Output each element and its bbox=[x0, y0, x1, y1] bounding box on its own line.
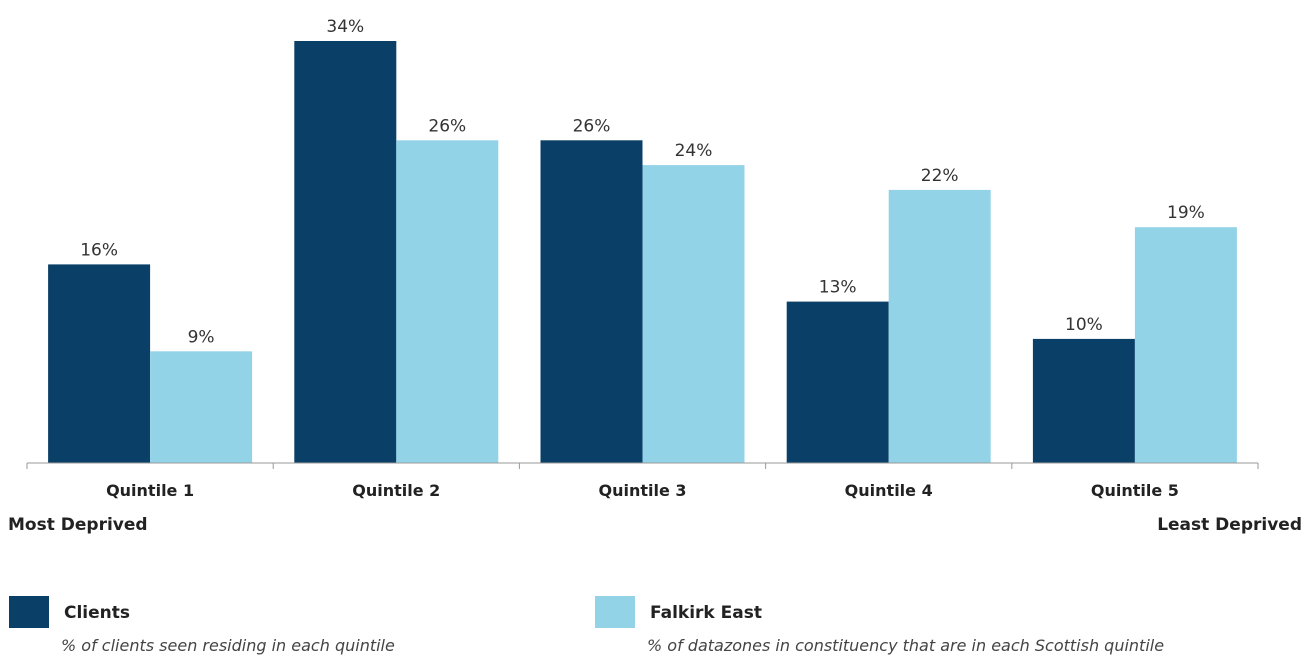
data-label-clients-quintile-4: 13% bbox=[819, 278, 857, 298]
legend-description-falkirk-east: % of datazones in constituency that are … bbox=[647, 636, 1165, 655]
data-label-falkirk-east-quintile-5: 19% bbox=[1167, 203, 1205, 223]
x-axis: Quintile 1 Quintile 2 Quintile 3 Quintile 4… bbox=[26, 462, 1259, 500]
bar-clients-quintile-5 bbox=[1032, 338, 1135, 463]
category-label-quintile-3: Quintile 3 bbox=[598, 481, 686, 500]
legend-swatch-falkirk-east bbox=[595, 596, 635, 628]
bar-falkirk-east-quintile-4 bbox=[888, 189, 991, 463]
least-deprived-label: Least Deprived bbox=[1157, 515, 1302, 535]
bar-chart: Quintile 1 Quintile 2 Quintile 3 Quintile 4… bbox=[26, 17, 1259, 500]
bar-clients-quintile-2 bbox=[294, 41, 397, 463]
data-label-clients-quintile-1: 16% bbox=[80, 240, 118, 260]
most-deprived-label: Most Deprived bbox=[8, 515, 148, 535]
bar-clients-quintile-1 bbox=[48, 264, 151, 463]
bar-falkirk-east-quintile-3 bbox=[642, 165, 745, 463]
data-label-clients-quintile-5: 10% bbox=[1065, 315, 1103, 335]
category-label-quintile-4: Quintile 4 bbox=[845, 481, 933, 500]
bars-layer bbox=[48, 41, 1237, 464]
data-label-clients-quintile-3: 26% bbox=[573, 116, 611, 136]
data-label-falkirk-east-quintile-3: 24% bbox=[675, 141, 713, 161]
bar-falkirk-east-quintile-5 bbox=[1134, 227, 1237, 463]
legend-description-clients: % of clients seen residing in each quint… bbox=[61, 636, 395, 655]
legend-swatch-clients bbox=[9, 596, 49, 628]
data-label-clients-quintile-2: 34% bbox=[326, 17, 364, 37]
data-label-falkirk-east-quintile-2: 26% bbox=[428, 116, 466, 136]
category-label-quintile-5: Quintile 5 bbox=[1091, 481, 1179, 500]
category-label-quintile-1: Quintile 1 bbox=[106, 481, 194, 500]
bar-clients-quintile-3 bbox=[540, 140, 643, 464]
data-label-falkirk-east-quintile-4: 22% bbox=[921, 166, 959, 186]
data-label-falkirk-east-quintile-1: 9% bbox=[188, 327, 215, 347]
bar-clients-quintile-4 bbox=[786, 301, 889, 463]
bar-falkirk-east-quintile-1 bbox=[150, 351, 253, 463]
bar-falkirk-east-quintile-2 bbox=[396, 140, 499, 464]
legend-name-falkirk-east: Falkirk East bbox=[650, 603, 762, 623]
data-labels: 16% 9% 34% 26% 26% 24% 13% 22% 10% 19% bbox=[80, 17, 1205, 347]
legend-name-clients: Clients bbox=[64, 603, 131, 623]
category-label-quintile-2: Quintile 2 bbox=[352, 481, 440, 500]
